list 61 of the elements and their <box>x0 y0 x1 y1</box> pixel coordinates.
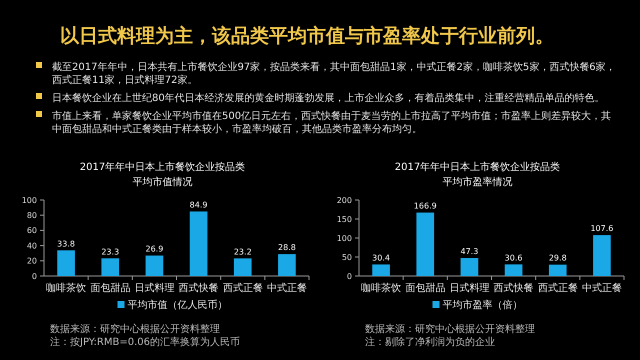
bar <box>372 264 390 276</box>
chart-title: 2017年年中日本上市餐饮企业按品类 <box>80 161 246 173</box>
data-label: 30.4 <box>372 253 390 262</box>
y-tick-label: 0 <box>346 272 352 281</box>
data-label: 29.8 <box>548 254 567 263</box>
y-tick-label: 0 <box>32 272 37 281</box>
data-label: 23.2 <box>234 247 252 256</box>
bar <box>593 235 611 276</box>
text: 注：剔除了净利润为负的企业 <box>365 336 495 348</box>
y-tick-label: 40 <box>26 241 37 250</box>
data-label: 47.3 <box>460 247 478 256</box>
data-label: 166.9 <box>414 202 437 211</box>
data-label: 107.6 <box>590 224 614 234</box>
text: 注：按JPY:RMB=0.06的汇率换算为人民币 <box>50 336 240 348</box>
x-tick-label: 咖啡茶饮 <box>46 282 86 294</box>
legend-label: 平均市盈率（倍） <box>442 299 522 311</box>
text: 截至2017年年中，日本共有上市餐饮企业97家，按品类来看，其中面包甜品1家，中式正餐2家，咖啡茶饮5家，西式快餐6家，西式正餐11家，日式料理72家。 <box>52 61 616 86</box>
data-label: 30.6 <box>504 253 522 262</box>
x-tick-label: 日式料理 <box>449 282 490 294</box>
x-tick-label: 西式正餐 <box>222 282 263 294</box>
x-tick-label: 西式正餐 <box>538 282 578 294</box>
bar <box>278 254 296 276</box>
x-tick-label: 西式快餐 <box>178 282 219 294</box>
text: 市值上来看，单家餐饮企业平均市值在500亿日元左右，西式快餐由于麦当劳的上市拉高了平均市值；市盈率上则差异较大，其中面包甜品和中式正餐类由于样本较小，市盈率均破百，其他品类市盈率分布均匀。 <box>52 110 612 135</box>
data-label: 23.3 <box>101 247 120 256</box>
bar <box>504 264 522 276</box>
y-tick-label: 60 <box>26 226 37 236</box>
y-tick-label: 80 <box>26 211 37 220</box>
y-tick-label: 100 <box>22 196 37 205</box>
bar <box>146 256 164 276</box>
chart-subtitle: 平均市值情况 <box>132 176 192 188</box>
data-label: 84.9 <box>190 200 208 210</box>
bar <box>234 258 252 276</box>
bar <box>460 258 478 276</box>
x-tick-label: 咖啡茶饮 <box>361 282 402 294</box>
x-tick-label: 西式快餐 <box>494 282 534 294</box>
x-tick-label: 面包甜品 <box>405 282 446 294</box>
x-tick-label: 日式料理 <box>134 282 174 294</box>
y-tick-label: 100 <box>336 234 352 243</box>
text: 日本餐饮企业在上世纪80年代日本经济发展的黄金时期蓬勃发展，上市企业众多，有着品类集中，注重经营精品单品的特色。 <box>52 92 605 104</box>
legend-label: 平均市值（亿人民币） <box>128 299 228 311</box>
bar <box>416 212 434 276</box>
chart-subtitle: 平均市盈率情况 <box>442 176 512 188</box>
text: 以日式料理为主，该品类平均市值与市盈率处于行业前列。 <box>60 25 554 47</box>
data-label: 26.9 <box>146 244 164 254</box>
y-tick-label: 200 <box>336 196 352 205</box>
x-tick-label: 中式正餐 <box>266 282 307 294</box>
x-tick-label: 中式正餐 <box>582 282 622 294</box>
source-note: 数据来源：研究中心根据公开资料整理 <box>50 323 220 335</box>
bar <box>57 250 75 276</box>
chart-title: 2017年年中日本上市餐饮企业按品类 <box>394 161 560 173</box>
bar <box>190 211 208 276</box>
y-tick-label: 150 <box>336 214 352 224</box>
bar <box>548 264 567 276</box>
bar <box>101 258 120 276</box>
y-tick-label: 20 <box>26 256 37 266</box>
source-note: 数据来源：研究中心根据公开资料整理 <box>365 323 535 335</box>
x-tick-label: 面包甜品 <box>90 282 130 294</box>
y-tick-label: 50 <box>342 252 352 262</box>
data-label: 28.8 <box>278 243 296 252</box>
data-label: 33.8 <box>57 239 75 248</box>
